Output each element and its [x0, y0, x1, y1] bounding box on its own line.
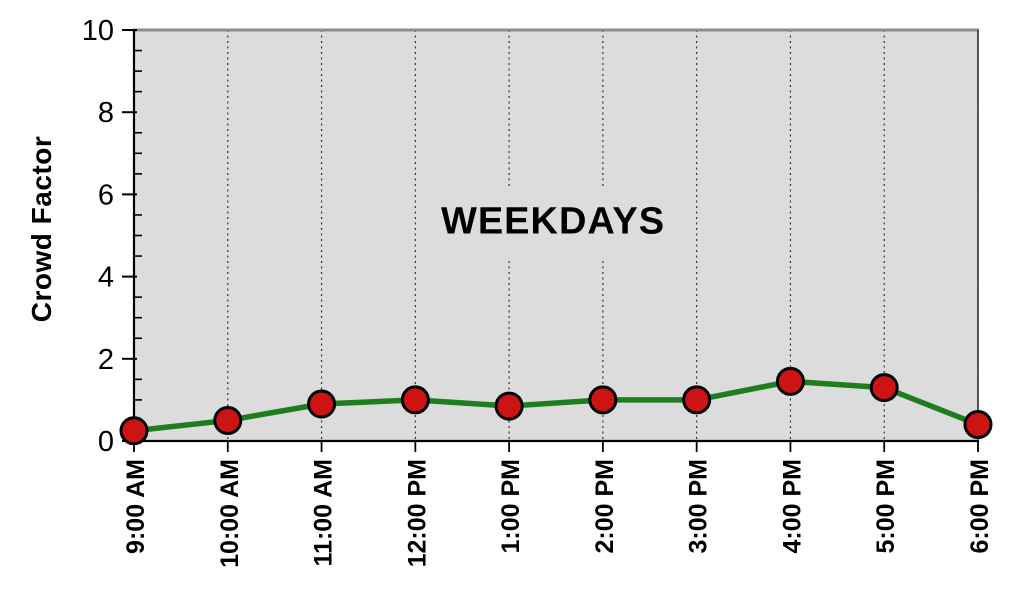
y-tick-label: 2 — [98, 344, 114, 376]
x-tick-label: 9:00 AM — [122, 459, 150, 554]
x-tick-label: 11:00 AM — [310, 459, 338, 566]
x-tick-label: 4:00 PM — [778, 459, 806, 553]
data-point-marker — [119, 416, 149, 446]
data-point-marker — [963, 410, 993, 440]
series-line — [131, 378, 981, 434]
data-point-marker — [775, 366, 805, 396]
data-point-marker — [494, 391, 524, 421]
x-tick-label: 10:00 AM — [216, 459, 244, 568]
x-tick-label: 6:00 PM — [966, 459, 994, 553]
data-point-marker — [400, 385, 430, 415]
y-tick-label: 8 — [98, 97, 114, 129]
y-tick-label: 4 — [98, 262, 114, 294]
y-tick-label: 6 — [98, 179, 114, 211]
data-point-marker — [307, 389, 337, 419]
x-tick-label: 1:00 PM — [497, 459, 525, 553]
x-tick-label: 12:00 PM — [403, 459, 431, 567]
data-point-marker — [869, 373, 899, 403]
data-point-marker — [682, 385, 712, 415]
y-tick-label: 10 — [82, 15, 114, 47]
data-point-marker — [588, 385, 618, 415]
x-tick-label: 3:00 PM — [685, 459, 713, 553]
data-point-marker — [213, 405, 243, 435]
y-axis-title: Crowd Factor — [26, 135, 57, 323]
x-tick-label: 5:00 PM — [872, 459, 900, 553]
x-tick-label: 2:00 PM — [591, 459, 619, 553]
chart-annotation: WEEKDAYS — [430, 186, 676, 258]
y-tick-label: 0 — [98, 426, 114, 458]
